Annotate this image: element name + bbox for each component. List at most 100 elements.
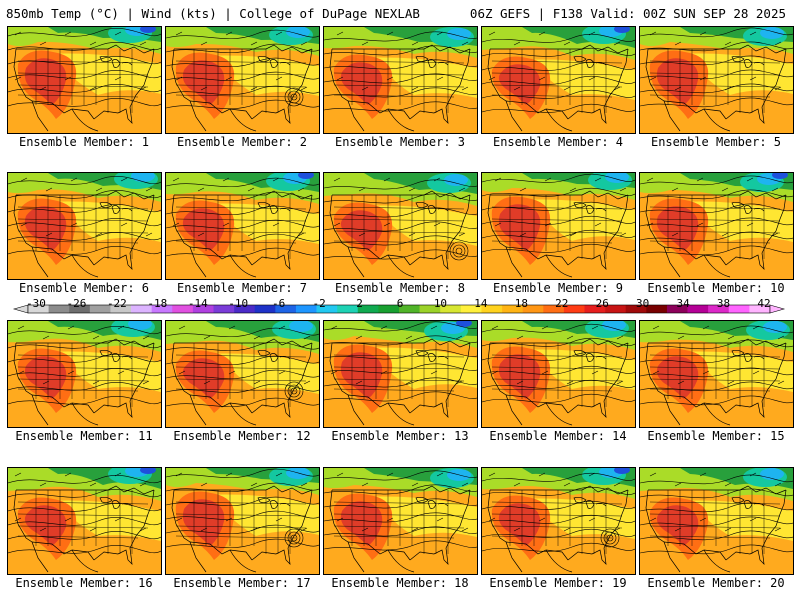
ensemble-member-label: Ensemble Member: 9 xyxy=(492,281,624,295)
temperature-field-map xyxy=(8,321,161,427)
ensemble-map-panel xyxy=(165,172,320,280)
colorbar-swatch xyxy=(728,305,750,313)
ensemble-map-panel xyxy=(481,172,636,280)
ensemble-member-label: Ensemble Member: 3 xyxy=(334,135,466,149)
colorbar-tick-label: 18 xyxy=(514,297,528,310)
ensemble-map-panel xyxy=(165,467,320,575)
colorbar-tick-label: 34 xyxy=(676,297,690,310)
temperature-field-map xyxy=(8,468,161,574)
colorbar-swatch xyxy=(89,305,111,313)
temperature-field-map xyxy=(166,321,319,427)
ensemble-member-label: Ensemble Member: 17 xyxy=(173,576,311,590)
colorbar-swatch xyxy=(419,305,441,313)
ensemble-member-label: Ensemble Member: 19 xyxy=(489,576,627,590)
colorbar-tick-label: -26 xyxy=(66,297,87,310)
ensemble-map-panel xyxy=(639,26,794,134)
colorbar-tick-label: 6 xyxy=(396,297,404,310)
ensemble-member-label: Ensemble Member: 5 xyxy=(650,135,782,149)
colorbar-swatch xyxy=(337,305,359,313)
ensemble-map-panel xyxy=(481,320,636,428)
temperature-field-map xyxy=(482,321,635,427)
colorbar-swatch xyxy=(440,305,462,313)
colorbar-swatch xyxy=(460,305,482,313)
colorbar-swatch xyxy=(131,305,152,313)
ensemble-member-label: Ensemble Member: 8 xyxy=(334,281,466,295)
colorbar-tick-label: -2 xyxy=(312,297,326,310)
ensemble-map-panel xyxy=(481,467,636,575)
temperature-field-map xyxy=(324,321,477,427)
ensemble-map-panel xyxy=(323,467,478,575)
colorbar-swatch xyxy=(399,305,420,313)
ensemble-member-label: Ensemble Member: 11 xyxy=(15,429,153,443)
ensemble-map-panel xyxy=(323,26,478,134)
ensemble-member-label: Ensemble Member: 12 xyxy=(173,429,311,443)
ensemble-member-label: Ensemble Member: 6 xyxy=(18,281,150,295)
colorbar-swatch xyxy=(543,305,565,313)
colorbar-swatch xyxy=(275,305,297,313)
colorbar-swatch xyxy=(151,305,173,313)
ensemble-member-label: Ensemble Member: 18 xyxy=(331,576,469,590)
colorbar-tick-label: 30 xyxy=(636,297,650,310)
ensemble-map-panel xyxy=(165,26,320,134)
temperature-field-map xyxy=(640,27,793,133)
colorbar-swatch xyxy=(254,305,276,313)
temperature-field-map xyxy=(640,321,793,427)
ensemble-map-panel xyxy=(323,320,478,428)
colorbar-swatch xyxy=(192,305,214,313)
temperature-field-map xyxy=(166,173,319,279)
temperature-field-map xyxy=(8,27,161,133)
colorbar-swatch xyxy=(687,305,709,313)
ensemble-map-panel xyxy=(7,172,162,280)
colorbar-swatch xyxy=(584,305,606,313)
ensemble-map-panel xyxy=(323,172,478,280)
colorbar-tick-label: -22 xyxy=(106,297,127,310)
colorbar-swatch xyxy=(172,305,194,313)
ensemble-member-label: Ensemble Member: 10 xyxy=(647,281,785,295)
colorbar-swatch xyxy=(316,305,338,313)
ensemble-map-panel xyxy=(7,26,162,134)
colorbar-tick-label: 14 xyxy=(474,297,488,310)
model-run-valid-time: 06Z GEFS | F138 Valid: 00Z SUN SEP 28 20… xyxy=(469,6,786,21)
colorbar-swatch xyxy=(378,305,400,313)
colorbar-swatch xyxy=(749,305,771,313)
temperature-field-map xyxy=(482,173,635,279)
temperature-field-map xyxy=(8,173,161,279)
ensemble-member-label: Ensemble Member: 7 xyxy=(176,281,308,295)
ensemble-map-panel xyxy=(639,172,794,280)
ensemble-member-label: Ensemble Member: 4 xyxy=(492,135,624,149)
colorbar-swatch xyxy=(502,305,523,313)
colorbar-tick-label: 10 xyxy=(433,297,448,310)
colorbar-swatch xyxy=(110,305,132,313)
colorbar-swatch xyxy=(522,305,544,313)
ensemble-map-panel xyxy=(639,320,794,428)
colorbar-swatch xyxy=(69,305,91,313)
colorbar-tick-label: 22 xyxy=(555,297,569,310)
colorbar-swatch xyxy=(295,305,317,313)
colorbar-swatch xyxy=(357,305,379,313)
colorbar-tick-label: -6 xyxy=(272,297,286,310)
temperature-field-map xyxy=(482,27,635,133)
temperature-field-map xyxy=(640,173,793,279)
colorbar-tick-label: 2 xyxy=(356,297,363,310)
colorbar-tick-label: -18 xyxy=(147,297,168,310)
ensemble-member-label: Ensemble Member: 16 xyxy=(15,576,153,590)
temperature-field-map xyxy=(324,173,477,279)
colorbar-tick-label: -14 xyxy=(187,297,208,310)
colorbar-tick-label: 38 xyxy=(716,297,731,310)
temperature-colorbar xyxy=(12,304,786,314)
colorbar-swatch xyxy=(234,305,256,313)
ensemble-map-panel xyxy=(481,26,636,134)
colorbar-swatch xyxy=(481,305,503,313)
temperature-field-map xyxy=(324,27,477,133)
colorbar-swatch xyxy=(605,305,627,313)
ensemble-map-panel xyxy=(7,467,162,575)
ensemble-member-label: Ensemble Member: 15 xyxy=(647,429,785,443)
temperature-field-map xyxy=(166,468,319,574)
temperature-field-map xyxy=(640,468,793,574)
colorbar-swatch xyxy=(625,305,647,313)
colorbar-swatch xyxy=(213,305,235,313)
colorbar-tick-label: 26 xyxy=(595,297,609,310)
temperature-field-map xyxy=(482,468,635,574)
colorbar-swatch xyxy=(48,305,70,313)
ensemble-member-label: Ensemble Member: 14 xyxy=(489,429,627,443)
